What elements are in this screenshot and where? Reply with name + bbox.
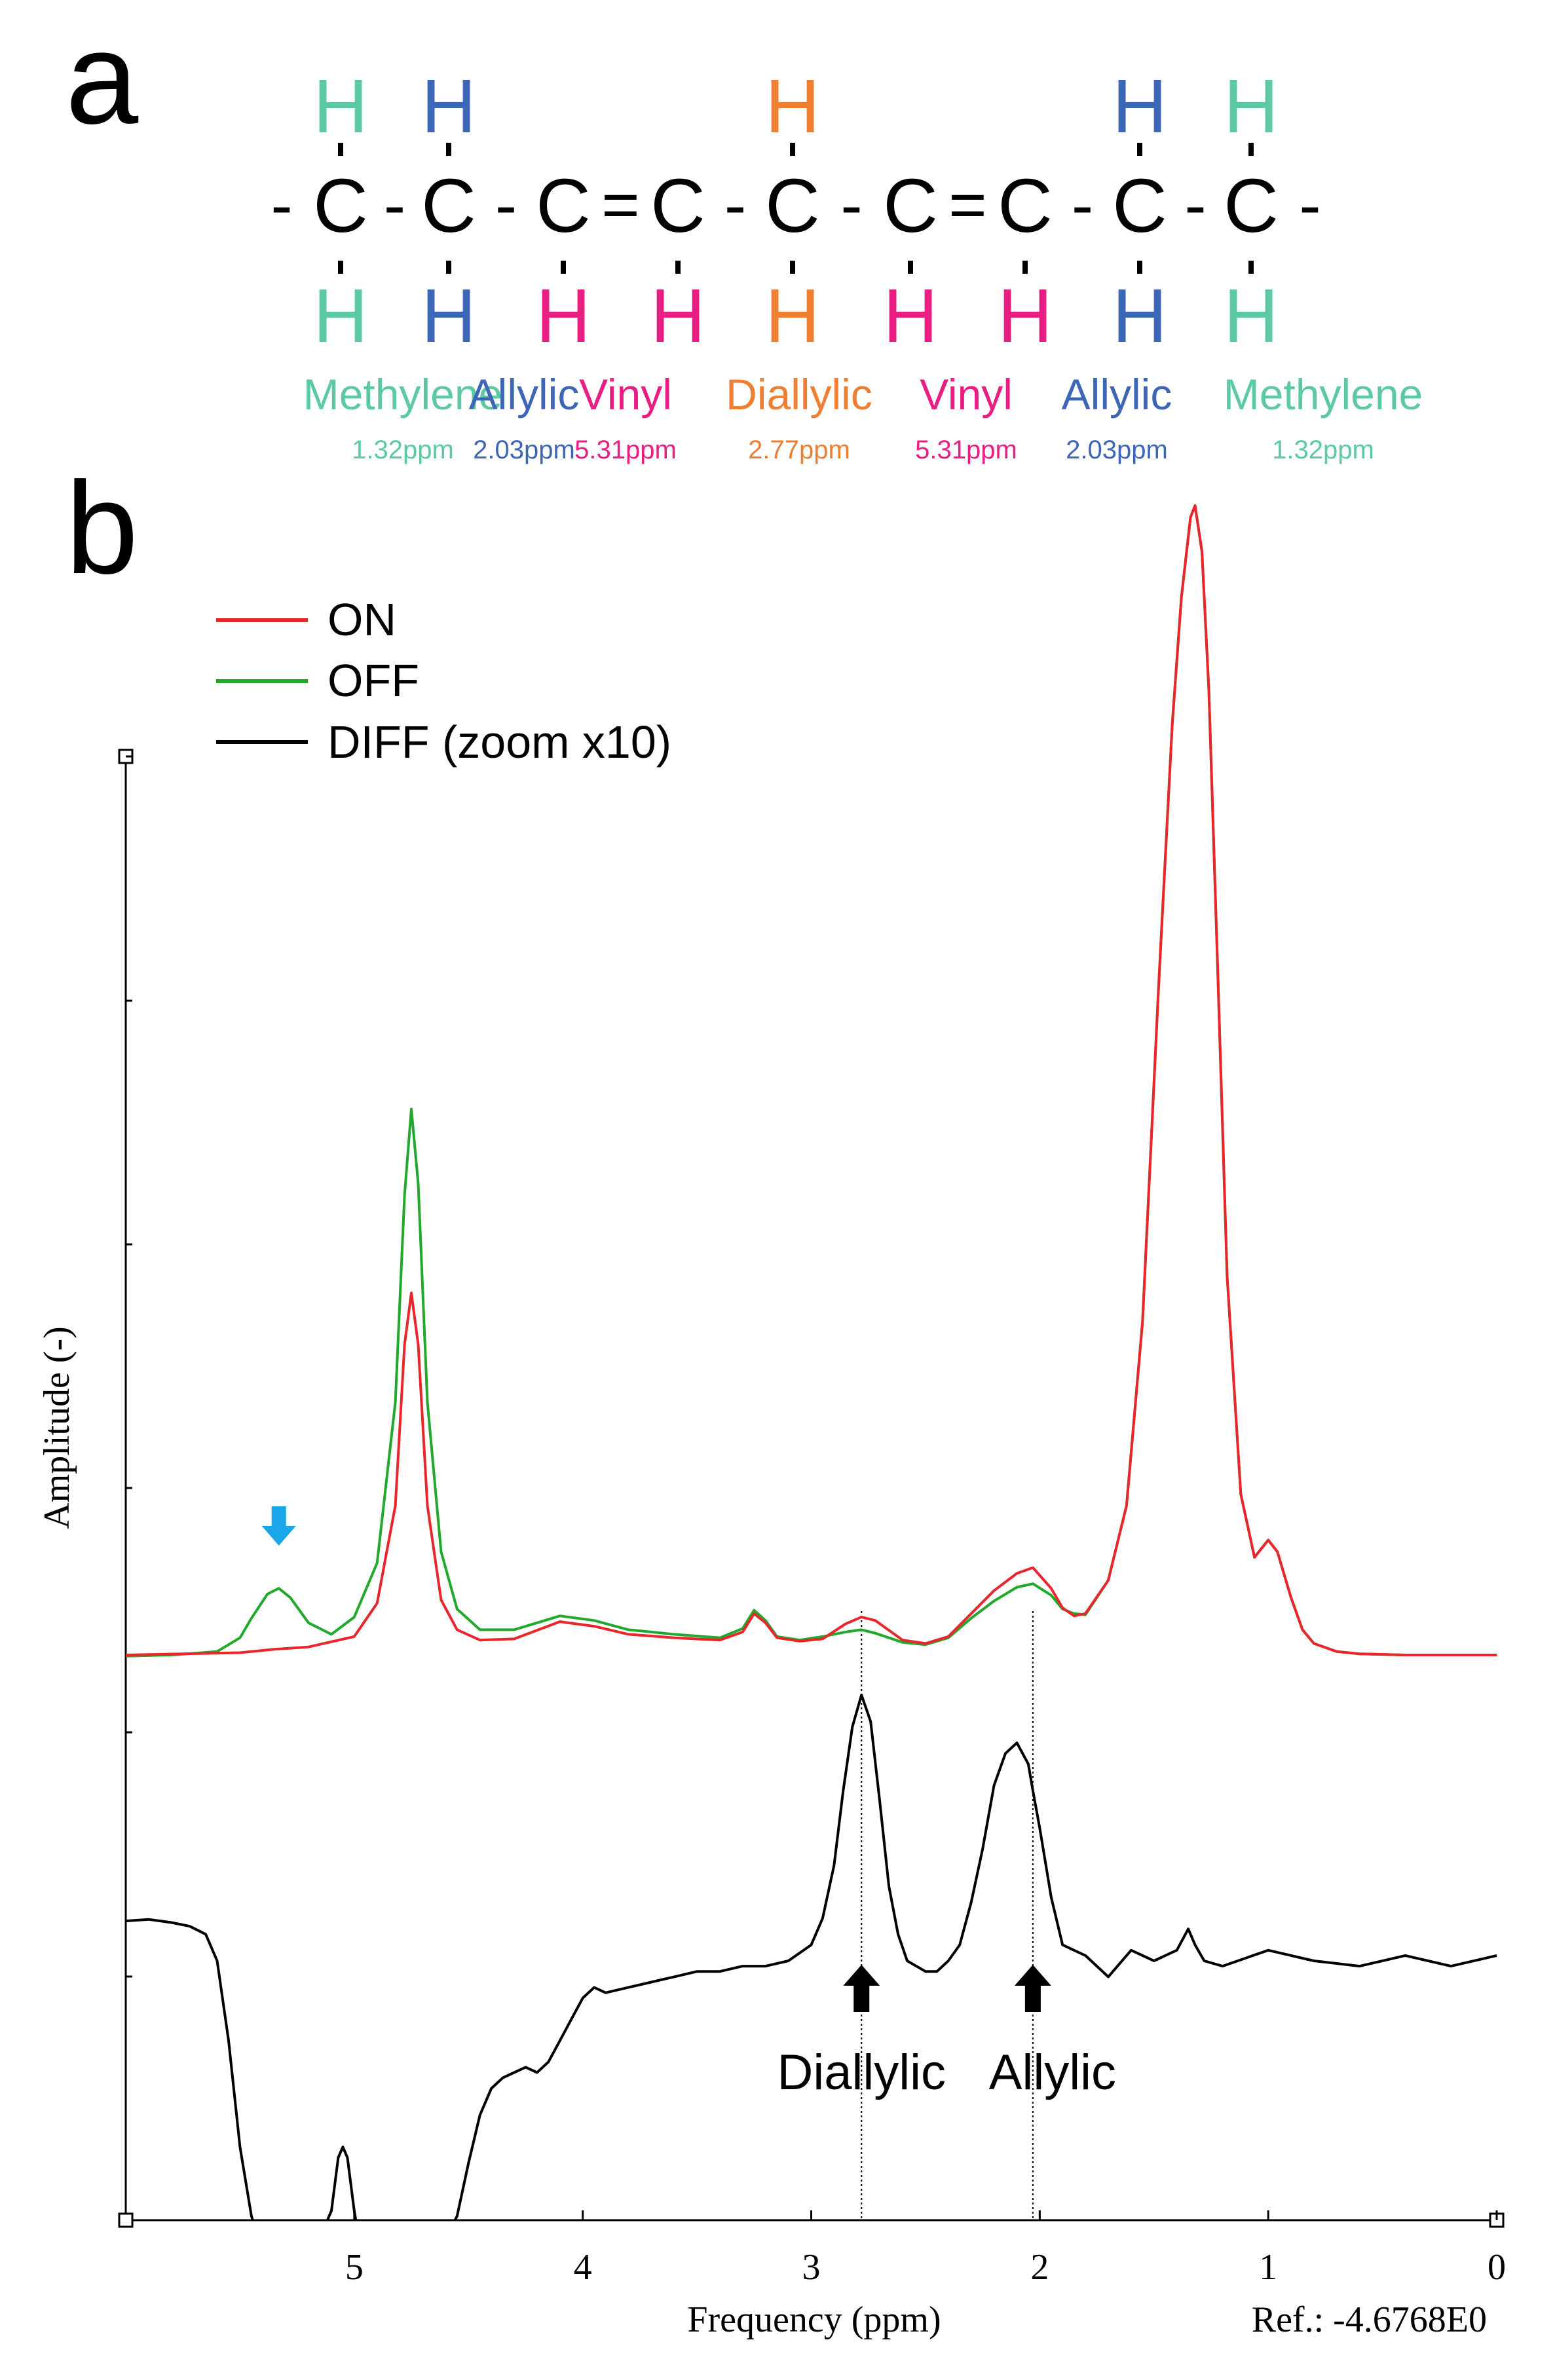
- hydrogen-top-5: H: [765, 64, 820, 149]
- x-tick-label-4: 4: [574, 2247, 592, 2288]
- double-bond: =: [601, 168, 639, 242]
- hydrogen-top-2: H: [421, 64, 476, 149]
- panel-label-a: a: [66, 5, 139, 151]
- carbon-9: C: [1224, 163, 1279, 248]
- hydrogen-bottom-7: H: [998, 273, 1053, 358]
- carbon-5: C: [765, 163, 820, 248]
- group-ppm-vinyl: 5.31ppm: [574, 436, 677, 464]
- bond-trail: -: [1299, 168, 1321, 242]
- legend-label-on: ON: [328, 594, 396, 645]
- group-ppm-methylene: 1.32ppm: [352, 436, 454, 464]
- single-bond: -: [495, 168, 517, 242]
- legend-label-off: OFF: [328, 655, 419, 706]
- annotation-arrow-diallylic: [843, 1965, 880, 2012]
- single-bond: -: [840, 168, 862, 242]
- x-tick-label-1: 1: [1259, 2247, 1277, 2288]
- y-ticks: [126, 755, 132, 1978]
- x-tick-label-0: 0: [1488, 2247, 1506, 2288]
- carbon-3: C: [536, 163, 591, 248]
- vinyl-marker-arrow: [261, 1506, 296, 1546]
- carbon-1: C: [313, 163, 368, 248]
- annotation-label-diallylic: Diallylic: [777, 2045, 946, 2100]
- hydrogen-bottom-6: H: [883, 273, 938, 358]
- hydrogen-bottom-2: H: [421, 273, 476, 358]
- hydrogen-bottom-9: H: [1224, 273, 1279, 358]
- x-tick-label-3: 3: [802, 2247, 821, 2288]
- group-ppm-methylene: 1.32ppm: [1272, 436, 1374, 464]
- group-label-allylic: Allylic: [469, 370, 580, 418]
- molecule-structure: - -CHH- CHH- CH= CH- CHH- CH= CH- CHH- CHHMethyle…: [271, 64, 1423, 464]
- y-axis-label: Amplitude (-): [37, 1326, 77, 1529]
- single-bond: -: [1184, 168, 1206, 242]
- single-bond: -: [1072, 168, 1093, 242]
- carbon-8: C: [1112, 163, 1167, 248]
- x-tick-label-5: 5: [345, 2247, 364, 2288]
- group-ppm-allylic: 2.03ppm: [1066, 436, 1168, 464]
- group-label-diallylic: Diallylic: [726, 370, 872, 418]
- annotation-label-allylic: Allylic: [989, 2045, 1116, 2100]
- axis-corner-bottom-left: [118, 2212, 134, 2228]
- carbon-4: C: [650, 163, 705, 248]
- group-label-vinyl: Vinyl: [920, 370, 1013, 418]
- hydrogen-top-9: H: [1224, 64, 1279, 149]
- axes: 5 4 3 2 1 0: [118, 749, 1506, 2288]
- hydrogen-bottom-3: H: [536, 273, 591, 358]
- x-ticks: 5 4 3 2 1 0: [345, 2210, 1506, 2288]
- group-label-methylene: Methylene: [303, 370, 503, 418]
- x-axis-label: Frequency (ppm): [687, 2299, 941, 2340]
- group-label-allylic: Allylic: [1062, 370, 1172, 418]
- single-bond: -: [724, 168, 746, 242]
- carbon-7: C: [998, 163, 1053, 248]
- series-on-line: [126, 504, 1497, 1656]
- legend: ON OFF DIFF (zoom x10): [216, 594, 671, 768]
- group-ppm-diallylic: 2.77ppm: [748, 436, 850, 464]
- group-label-methylene: Methylene: [1224, 370, 1423, 418]
- series-layer: [126, 504, 1497, 2220]
- group-label-vinyl: Vinyl: [579, 370, 672, 418]
- hydrogen-top-1: H: [313, 64, 368, 149]
- reference-text: Ref.: -4.6768E0: [1252, 2299, 1487, 2340]
- x-tick-label-2: 2: [1030, 2247, 1049, 2288]
- group-ppm-allylic: 2.03ppm: [473, 436, 575, 464]
- hydrogen-top-8: H: [1112, 64, 1167, 149]
- carbon-2: C: [421, 163, 476, 248]
- hydrogen-bottom-8: H: [1112, 273, 1167, 358]
- series-diff-line: [126, 1694, 1497, 2220]
- hydrogen-bottom-5: H: [765, 273, 820, 358]
- group-ppm-vinyl: 5.31ppm: [915, 436, 1017, 464]
- hydrogen-bottom-1: H: [313, 273, 368, 358]
- annotations: Diallylic Allylic: [261, 1506, 1116, 2100]
- double-bond: =: [948, 168, 986, 242]
- hydrogen-bottom-4: H: [650, 273, 705, 358]
- legend-label-diff: DIFF (zoom x10): [328, 716, 671, 768]
- annotation-arrow-allylic: [1014, 1965, 1051, 2012]
- panel-label-b: b: [66, 455, 138, 601]
- guide-lines: [861, 1611, 1034, 2220]
- carbon-6: C: [883, 163, 938, 248]
- bond-lead: -: [271, 168, 292, 242]
- single-bond: -: [384, 168, 405, 242]
